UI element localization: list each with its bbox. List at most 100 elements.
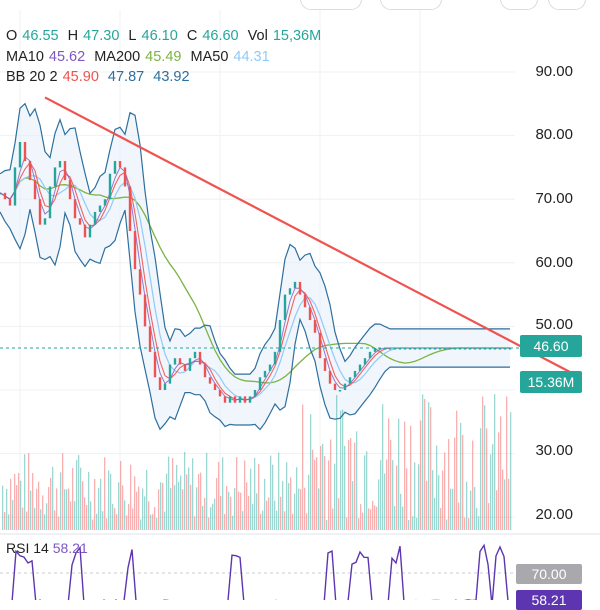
volume-bar: [320, 445, 322, 530]
ma200-line: [0, 177, 510, 384]
volume-bar: [122, 485, 124, 530]
volume-bar: [308, 474, 310, 530]
ohlcv-row: O 46.55 H 47.30 L 46.10 C 46.60 Vol 15,36M: [6, 26, 326, 47]
candle: [188, 358, 192, 371]
volume-bar: [36, 488, 38, 530]
plot-background: [0, 0, 515, 600]
volume-bar: [100, 478, 102, 530]
volume-bar: [326, 519, 328, 530]
volume-bar: [242, 511, 244, 530]
candle: [143, 294, 147, 327]
candle: [268, 364, 272, 371]
bb-lower-line: [0, 209, 510, 431]
volume-bar: [112, 503, 114, 530]
volume-bar: [434, 497, 436, 530]
volume-bar: [458, 502, 460, 530]
candle: [133, 231, 137, 270]
toolbar-pill-2[interactable]: [380, 0, 442, 10]
volume-bar: [262, 510, 264, 530]
volume-bar: [282, 481, 284, 530]
candle: [363, 358, 367, 365]
volume-bar: [494, 394, 496, 530]
volume-bar: [2, 485, 4, 530]
volume-bar: [4, 511, 6, 530]
volume-bar: [212, 503, 214, 530]
candle: [88, 224, 92, 238]
volume-bar: [192, 458, 194, 530]
candle: [53, 167, 57, 187]
volume-bar: [454, 437, 456, 530]
volume-bar: [442, 470, 444, 530]
y-tick-60: 60.00: [535, 254, 573, 271]
candle: [443, 348, 447, 350]
volume-bar: [404, 421, 406, 530]
candle: [403, 348, 407, 350]
candle: [103, 199, 107, 206]
volume-bar: [290, 477, 292, 530]
candle: [493, 348, 497, 350]
volume-bar: [340, 410, 342, 530]
candle: [233, 396, 237, 403]
volume-bar: [438, 475, 440, 530]
volume-bar: [158, 489, 160, 530]
candle: [508, 348, 512, 350]
volume-bar: [130, 464, 132, 530]
candle: [78, 218, 82, 225]
candle: [253, 390, 257, 397]
rsi-value: 58.21: [52, 540, 88, 556]
volume-bar: [134, 476, 136, 530]
volume-bar: [332, 508, 334, 530]
volume-bar: [478, 516, 480, 530]
volume-bar: [92, 519, 94, 530]
candle: [313, 320, 317, 333]
volume-bar: [484, 405, 486, 530]
high-value: 47.30: [83, 28, 120, 44]
volume-bar: [30, 490, 32, 530]
volume-bar: [60, 472, 62, 530]
volume-bar: [286, 462, 288, 530]
y-tick-50: 50.00: [535, 316, 573, 333]
volume-bar: [274, 500, 276, 530]
high-label: H: [67, 28, 79, 44]
volume-bar: [450, 488, 452, 530]
volume-bar: [430, 407, 432, 530]
candle: [288, 288, 292, 295]
bb-lower-value: 43.92: [153, 69, 190, 85]
volume-bar: [386, 459, 388, 530]
volume-bar: [110, 473, 112, 530]
candle: [173, 358, 177, 365]
volume-bar: [388, 418, 390, 530]
volume-bar: [268, 497, 270, 530]
volume-bar: [418, 464, 420, 530]
toolbar-pill-4[interactable]: [548, 0, 586, 10]
volume-bar: [412, 516, 414, 530]
candle: [438, 348, 442, 350]
volume-bar: [182, 489, 184, 530]
candle: [168, 364, 172, 384]
candle: [248, 396, 252, 403]
volume-bar: [228, 491, 230, 530]
volume-bar: [440, 508, 442, 530]
candle: [358, 364, 362, 371]
candle: [138, 269, 142, 295]
volume-bar: [28, 453, 30, 530]
volume-bar: [76, 459, 78, 530]
volume-bar: [74, 501, 76, 530]
candle: [178, 358, 182, 365]
low-label: L: [128, 28, 137, 44]
volume-bar: [188, 467, 190, 530]
candle: [228, 396, 232, 403]
toolbar-pill-1[interactable]: [300, 0, 362, 10]
volume-bar: [420, 420, 422, 530]
candle: [38, 199, 42, 225]
volume-bar: [446, 519, 448, 530]
volume-bar: [498, 432, 500, 530]
volume-bar: [54, 510, 56, 530]
toolbar-pill-3[interactable]: [500, 0, 538, 10]
candle: [348, 377, 352, 384]
volume-bar: [372, 500, 374, 530]
volume-bar: [86, 504, 88, 530]
volume-bar: [460, 422, 462, 530]
volume-bar: [248, 495, 250, 530]
